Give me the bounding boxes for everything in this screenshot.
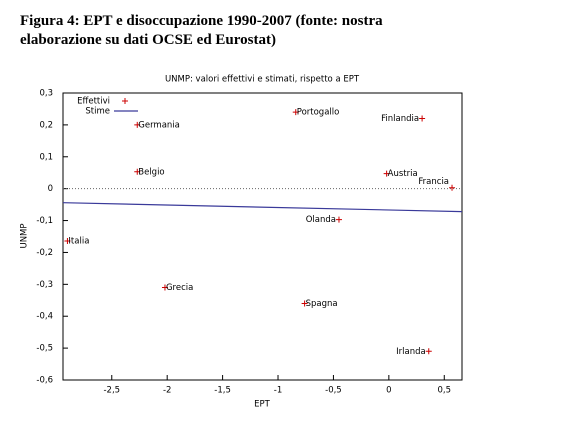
point-label: Italia [68,236,89,246]
x-tick-label: -0,5 [325,386,342,396]
y-tick-label: 0,3 [39,89,53,99]
y-axis-label: UNMP [20,223,30,248]
y-tick-label: 0,2 [39,120,53,130]
legend-label: Effettivi [77,97,110,107]
point [292,109,299,116]
point [449,184,456,191]
point [425,348,432,355]
point [335,216,342,223]
fit-line [62,202,463,213]
point [134,121,141,128]
point-label: Austria [388,169,418,179]
point-label: Irlanda [396,347,426,357]
point-label: Grecia [166,283,193,293]
point-label: Spagna [306,299,338,309]
point [64,237,71,244]
x-tick-label: -2,5 [103,386,120,396]
y-tick-label: 0 [48,184,53,194]
point-label: Francia [418,177,449,187]
y-tick-label: -0,4 [36,312,53,322]
y-tick-label: 0,1 [39,152,53,162]
point-label: Olanda [306,215,336,225]
x-tick-label: 0 [386,386,391,396]
legend-label: Stime [85,107,110,117]
x-axis-label: EPT [254,400,270,410]
y-tick-label: -0,1 [36,216,53,226]
y-tick-label: -0,2 [36,248,53,258]
x-tick-label: -2 [163,386,171,396]
y-tick-label: -0,6 [36,376,53,386]
point [419,115,426,122]
point-label: Belgio [138,167,164,177]
point [301,300,308,307]
point-label: Finlandia [381,114,419,124]
plot-frame [62,92,463,381]
chart-title: UNMP: valori effettivi e stimati, rispet… [165,75,360,85]
point [161,284,168,291]
y-tick-label: -0,5 [36,344,53,354]
legend-marker [122,98,128,104]
point-label: Portogallo [297,108,340,118]
figure-heading: Figura 4: EPT e disoccupazione 1990-2007… [20,13,383,48]
point [383,170,390,177]
x-tick-label: -1,5 [214,386,231,396]
point-label: Germania [138,120,180,130]
x-tick-label: -1 [274,386,282,396]
point [134,168,141,175]
y-tick-label: -0,3 [36,280,53,290]
x-tick-label: 0,5 [438,386,452,396]
